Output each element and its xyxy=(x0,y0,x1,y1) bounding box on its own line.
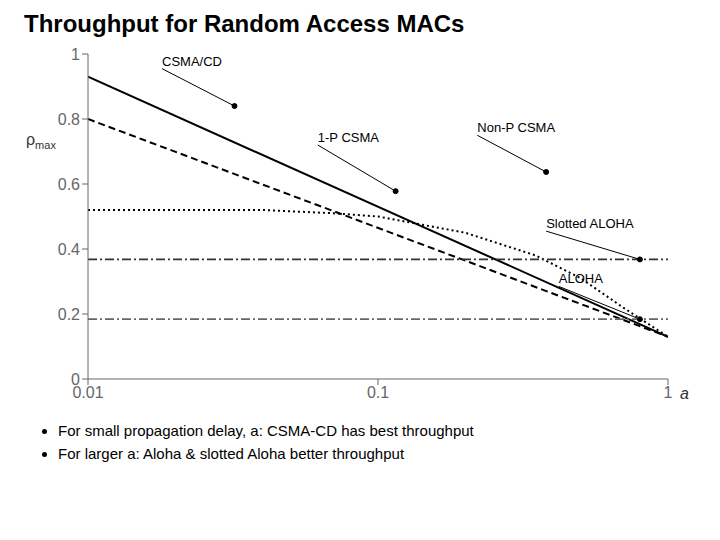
svg-text:0.2: 0.2 xyxy=(58,306,80,323)
svg-text:ALOHA: ALOHA xyxy=(559,271,603,286)
svg-text:0: 0 xyxy=(71,371,80,388)
html-text:For larger a: Aloha & slotted: For larger a: Aloha & slotted Aloha bett… xyxy=(58,445,405,462)
svg-text:Slotted ALOHA: Slotted ALOHA xyxy=(546,216,634,231)
svg-text:1: 1 xyxy=(664,384,673,401)
svg-text:0.8: 0.8 xyxy=(58,111,80,128)
svg-text:a: a xyxy=(680,385,689,402)
svg-text:ρmax: ρmax xyxy=(26,131,56,151)
svg-text:1-P CSMA: 1-P CSMA xyxy=(318,130,379,145)
svg-text:0.1: 0.1 xyxy=(367,384,389,401)
svg-text:0.01: 0.01 xyxy=(72,384,104,402)
svg-text:Non-P CSMA: Non-P CSMA xyxy=(477,120,555,135)
html-text:For small propagation delay, a: For small propagation delay, a: CSMA-CD … xyxy=(58,422,474,439)
svg-text:1: 1 xyxy=(71,46,80,63)
svg-text:CSMA/CD: CSMA/CD xyxy=(162,54,222,69)
html-text:Throughput for Random Access M: Throughput for Random Access MACs xyxy=(24,10,465,37)
svg-text:0.6: 0.6 xyxy=(58,176,80,193)
svg-text:0.4: 0.4 xyxy=(58,241,80,258)
